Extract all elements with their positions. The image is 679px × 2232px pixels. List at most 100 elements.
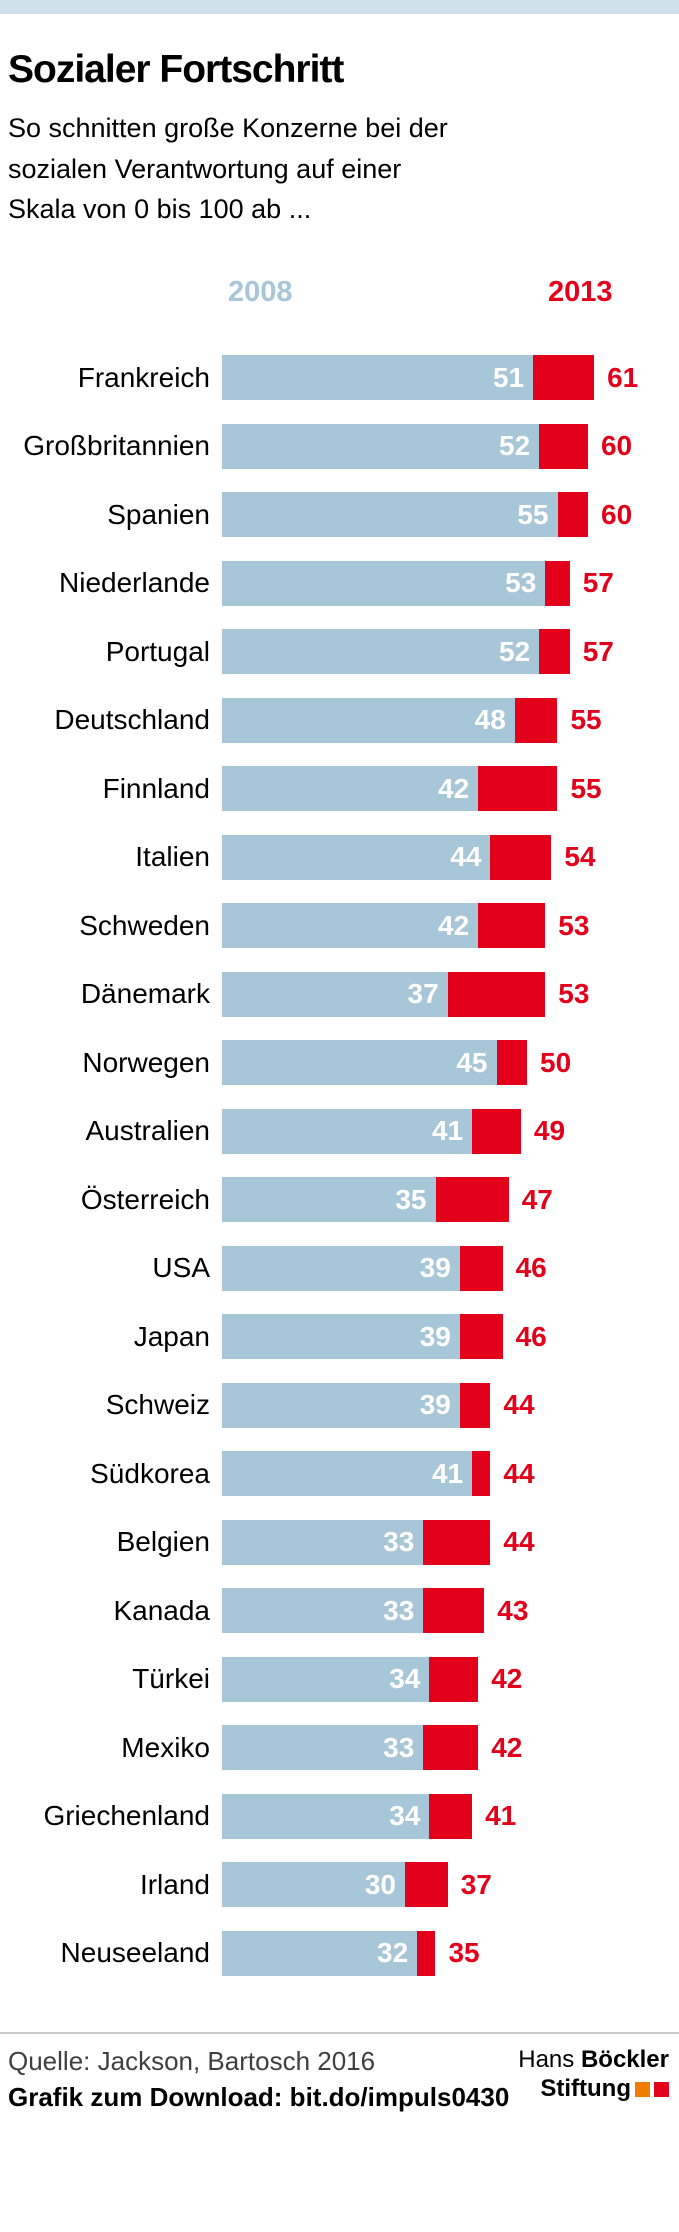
bar-track: 39 46 — [222, 1314, 679, 1360]
chart-subtitle: So schnitten große Konzerne bei der sozia… — [8, 108, 679, 230]
bar-2013-segment — [429, 1656, 479, 1702]
country-label: USA — [152, 1252, 210, 1284]
value-2013: 44 — [503, 1457, 535, 1489]
chart-row: Deutschland 48 55 — [0, 686, 679, 755]
country-label: Großbritannien — [23, 430, 210, 462]
bar-2013-segment — [539, 629, 570, 675]
value-2013: 50 — [540, 1046, 572, 1078]
value-2008: 33 — [383, 1731, 415, 1763]
value-2008: 34 — [389, 1800, 421, 1832]
value-2013: 46 — [515, 1252, 547, 1284]
country-label: Australien — [85, 1115, 210, 1147]
bar-track: 42 55 — [222, 766, 679, 812]
country-label: Deutschland — [54, 704, 210, 736]
value-2008: 37 — [407, 978, 439, 1010]
bar-2008: 52 — [222, 629, 540, 675]
bar-track: 45 50 — [222, 1040, 679, 1086]
bar-track: 30 37 — [222, 1862, 679, 1908]
country-label: Norwegen — [82, 1046, 210, 1078]
country-label: Griechenland — [43, 1800, 210, 1832]
bar-2008: 33 — [222, 1725, 424, 1771]
bar-track: 42 53 — [222, 903, 679, 949]
country-label: Frankreich — [77, 361, 210, 393]
bar-2008: 42 — [222, 766, 479, 812]
bar-track: 34 42 — [222, 1656, 679, 1702]
chart-row: Finnland 42 55 — [0, 755, 679, 824]
chart-row: USA 39 46 — [0, 1234, 679, 1303]
country-label: Finnland — [102, 772, 210, 804]
bar-2008: 44 — [222, 834, 491, 880]
value-2008: 42 — [438, 772, 470, 804]
chart-row: Italien 44 54 — [0, 823, 679, 892]
bar-track: 51 61 — [222, 355, 679, 401]
country-label: Schweiz — [105, 1389, 210, 1421]
bar-track: 52 60 — [222, 423, 679, 469]
value-2008: 45 — [456, 1046, 488, 1078]
legend-2013: 2013 — [548, 275, 613, 308]
legend-2008: 2008 — [228, 275, 293, 308]
bar-2013-segment — [459, 1314, 503, 1360]
chart-row: Irland 30 37 — [0, 1851, 679, 1920]
bar-2013-segment — [545, 560, 570, 606]
bar-track: 44 54 — [222, 834, 679, 880]
bar-2013-segment — [423, 1519, 491, 1565]
bar-track: 41 49 — [222, 1108, 679, 1154]
top-accent-strip — [0, 0, 679, 14]
bar-2008: 34 — [222, 1656, 430, 1702]
bar-track: 37 53 — [222, 971, 679, 1017]
download-link: Grafik zum Download: bit.do/impuls0430 — [8, 2082, 510, 2112]
bar-track: 55 60 — [222, 492, 679, 538]
bar-2013-segment — [435, 1177, 509, 1223]
value-2008: 39 — [419, 1389, 451, 1421]
bar-2013-segment — [478, 903, 546, 949]
country-label: Belgien — [116, 1526, 210, 1558]
logo-square-orange-icon — [635, 2081, 650, 2097]
value-2013: 49 — [533, 1115, 566, 1147]
bar-2013-segment — [472, 1108, 521, 1154]
bar-2008: 33 — [222, 1519, 424, 1565]
chart-row: Spanien 55 60 — [0, 481, 679, 550]
logo-name-bold: Böckler — [580, 2046, 669, 2073]
bar-track: 41 44 — [222, 1451, 679, 1497]
bar-2013-segment — [490, 834, 552, 880]
footer: Quelle: Jackson, Bartosch 2016 Grafik zu… — [0, 2032, 679, 2113]
country-label: Dänemark — [80, 978, 210, 1010]
bar-2013-segment — [539, 423, 588, 469]
country-label: Mexiko — [121, 1731, 210, 1763]
chart-row: Österreich 35 47 — [0, 1166, 679, 1235]
bar-2008: 55 — [222, 492, 558, 538]
source-credit: Quelle: Jackson, Bartosch 2016 — [8, 2046, 376, 2076]
value-2008: 34 — [389, 1663, 421, 1695]
bar-track: 48 55 — [222, 697, 679, 743]
bar-2013-segment — [533, 355, 595, 401]
chart-row: Mexiko 33 42 — [0, 1714, 679, 1783]
value-2013: 37 — [460, 1868, 492, 1900]
bar-2008: 37 — [222, 971, 448, 1017]
chart-legend: 2008 2013 — [0, 276, 679, 316]
bar-track: 52 57 — [222, 629, 679, 675]
value-2008: 53 — [505, 567, 537, 599]
value-2008: 44 — [450, 841, 482, 873]
value-2013: 60 — [601, 498, 633, 530]
value-2013: 57 — [582, 635, 614, 667]
value-2013: 61 — [607, 361, 639, 393]
bar-2008: 33 — [222, 1588, 424, 1634]
bar-2013-segment — [423, 1725, 479, 1771]
chart-row: Großbritannien 52 60 — [0, 412, 679, 481]
value-2008: 32 — [377, 1937, 409, 1969]
bar-2013-segment — [459, 1245, 503, 1291]
chart-row: Dänemark 37 53 — [0, 960, 679, 1029]
value-2008: 33 — [383, 1526, 415, 1558]
hans-boeckler-logo: Hans Böckler Stiftung — [518, 2046, 669, 2104]
value-2013: 55 — [570, 704, 602, 736]
bar-2013-segment — [557, 492, 588, 538]
bar-2008: 34 — [222, 1793, 430, 1839]
chart-row: Niederlande 53 57 — [0, 549, 679, 618]
country-label: Neuseeland — [60, 1937, 210, 1969]
logo-line1: Hans Böckler — [518, 2046, 669, 2075]
value-2008: 55 — [517, 498, 549, 530]
value-2008: 41 — [431, 1457, 464, 1489]
logo-square-red-icon — [654, 2081, 669, 2097]
country-label: Österreich — [80, 1183, 210, 1215]
chart-row: Südkorea 41 44 — [0, 1440, 679, 1509]
